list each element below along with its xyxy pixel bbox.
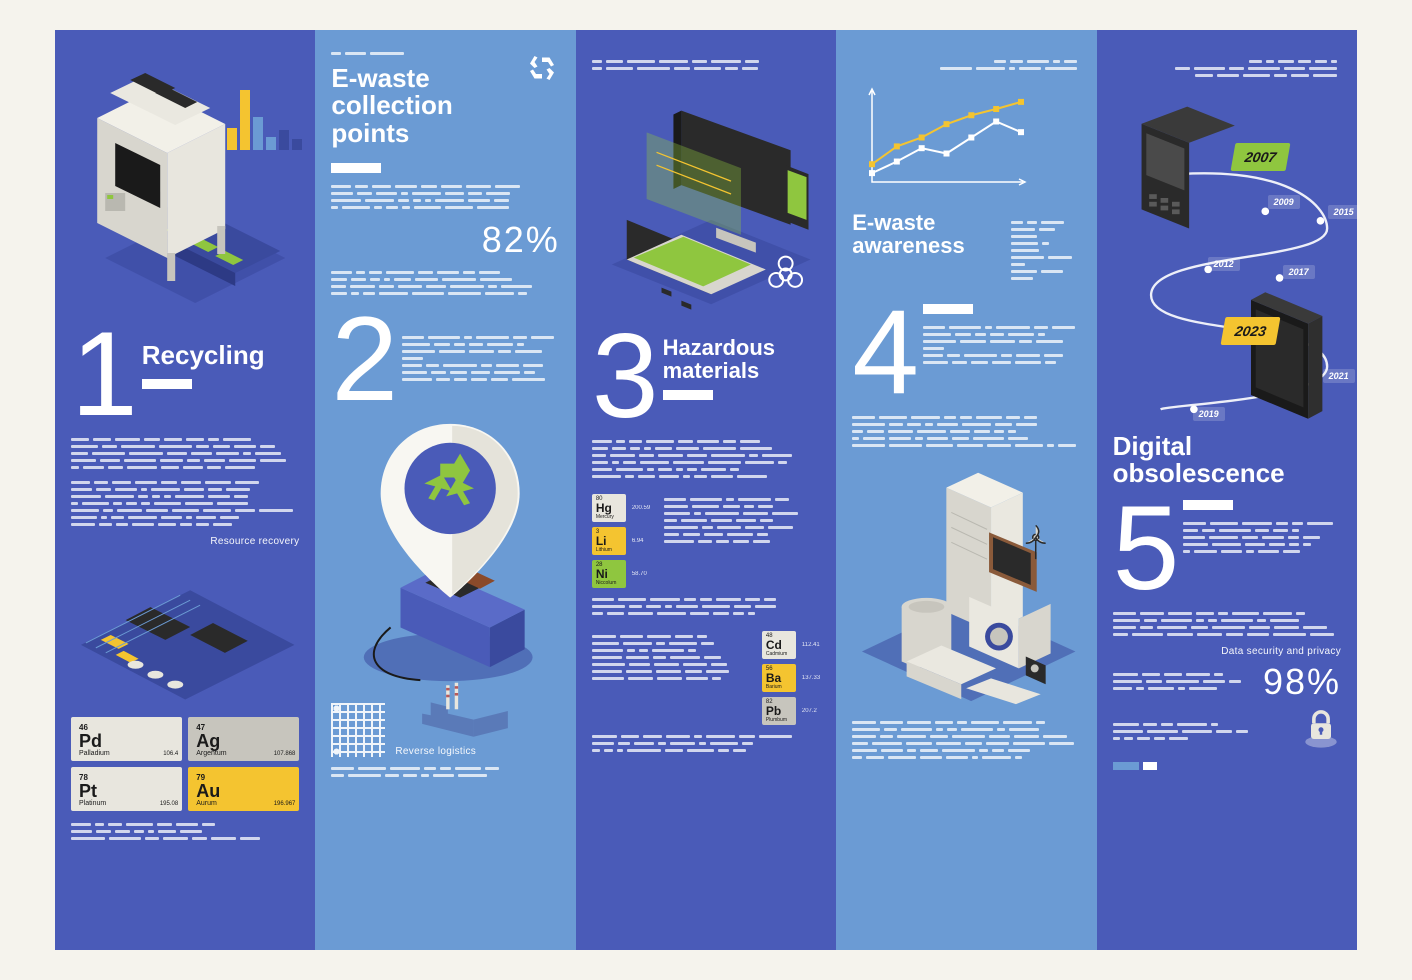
placeholder-text (923, 324, 1081, 366)
timeline-year-2009: 2009 (1268, 195, 1300, 209)
periodic-elements-col: 80HgMercury200.59 3LiLithium6.94 28NiNicco… (592, 494, 650, 588)
placeholder-text (331, 50, 481, 57)
element-card-au: 79AuAurum196.967 (188, 767, 299, 811)
section-number: 4 (852, 298, 913, 406)
section-number: 1 (71, 320, 132, 428)
recycle-icon (524, 50, 560, 86)
timeline-year-2023: 2023 (1220, 317, 1280, 345)
percentage-stat: 98% (1263, 661, 1341, 703)
placeholder-text (592, 438, 820, 480)
section-number: 2 (331, 305, 392, 413)
progress-indicator (1113, 762, 1341, 770)
section-hazardous-materials: 3 Hazardous materials 80HgMercury200.59 3… (576, 30, 836, 950)
placeholder-text (331, 183, 559, 211)
section-title: Digital obsolescence (1113, 433, 1341, 488)
circuit-board-illustration (71, 555, 299, 705)
timeline-year-2019: 2019 (1193, 407, 1225, 421)
placeholder-text (852, 58, 1080, 72)
element-card-ag: 47AgArgentum107.868 (188, 717, 299, 761)
section-awareness: E-waste awareness 4 (836, 30, 1096, 950)
placeholder-text (71, 821, 299, 842)
decor-bar (1183, 500, 1233, 510)
placeholder-text (1011, 219, 1081, 282)
sublabel-data-security: Data security and privacy (1113, 646, 1341, 657)
placeholder-text (71, 436, 299, 471)
timeline-year-2012: 2012 (1208, 257, 1240, 271)
devices-illustration (592, 80, 820, 310)
placeholder-text (1113, 58, 1341, 79)
timeline-year-2007: 2007 (1230, 143, 1290, 171)
decor-bar (923, 304, 973, 314)
section-title: Hazardous materials (663, 336, 821, 382)
sublabel-reverse-logistics: Reverse logistics (395, 746, 559, 757)
section-recycling: 1 Recycling Resource recovery (55, 30, 315, 950)
timeline-year-2015: 2015 (1328, 205, 1360, 219)
qr-code-icon (331, 703, 385, 757)
element-card-ba: 56BaBarium137.33 (762, 664, 820, 692)
element-card-pb: 82PbPlumbum207.2 (762, 697, 820, 725)
line-chart (858, 86, 1028, 196)
element-card-pd: 46PdPalladium106.4 (71, 717, 182, 761)
placeholder-text (664, 496, 820, 580)
placeholder-text (1113, 671, 1263, 692)
section-title: E-waste awareness (852, 211, 982, 257)
placeholder-text (852, 719, 1080, 761)
placeholder-text (852, 414, 1080, 449)
lock-icon (1301, 709, 1341, 754)
timeline-illustration: 20072023200920152012201720192021 (1113, 87, 1341, 427)
section-title: Recycling (142, 342, 265, 369)
placeholder-text (592, 733, 820, 754)
element-card-ni: 28NiNiccolum58.70 (592, 560, 650, 588)
section-number: 5 (1113, 494, 1174, 602)
decor-bar (331, 163, 381, 173)
element-card-li: 3LiLithium6.94 (592, 527, 650, 555)
section-title: E-waste collection points (331, 65, 481, 147)
decor-bar (663, 390, 713, 400)
placeholder-text (1113, 721, 1291, 742)
periodic-elements-col: 48CdCadmium112.41 56BaBarium137.33 82PbPlu… (762, 631, 820, 725)
appliances-illustration (852, 457, 1080, 707)
ewaste-infographic-poster: 1 Recycling Resource recovery (55, 30, 1357, 950)
timeline-year-2021: 2021 (1323, 369, 1355, 383)
recycling-machine-illustration (71, 58, 299, 308)
section-digital-obsolescence: 2007 2023 2009 2015 2012 2017 2019 2021 Digital… (1097, 30, 1357, 950)
element-card-hg: 80HgMercury200.59 (592, 494, 650, 522)
placeholder-text (331, 765, 559, 779)
placeholder-text (71, 479, 299, 528)
element-card-pt: 78PtPlatinum195.08 (71, 767, 182, 811)
placeholder-text (592, 58, 820, 72)
sublabel-resource-recovery: Resource recovery (71, 536, 299, 547)
collection-pin-illustration (331, 403, 559, 693)
decor-bar (142, 379, 192, 389)
section-collection-points: E-waste collection points 82% 2 (315, 30, 575, 950)
placeholder-text (1183, 520, 1341, 555)
section-number: 3 (592, 322, 653, 430)
periodic-elements-grid: 46PdPalladium106.447AgArgentum107.86878P… (71, 717, 299, 811)
timeline-year-2017: 2017 (1283, 265, 1315, 279)
placeholder-text (592, 633, 748, 717)
placeholder-text (1113, 610, 1341, 638)
placeholder-text (592, 596, 820, 617)
placeholder-text (402, 334, 560, 383)
element-card-cd: 48CdCadmium112.41 (762, 631, 820, 659)
percentage-stat: 82% (482, 219, 560, 261)
